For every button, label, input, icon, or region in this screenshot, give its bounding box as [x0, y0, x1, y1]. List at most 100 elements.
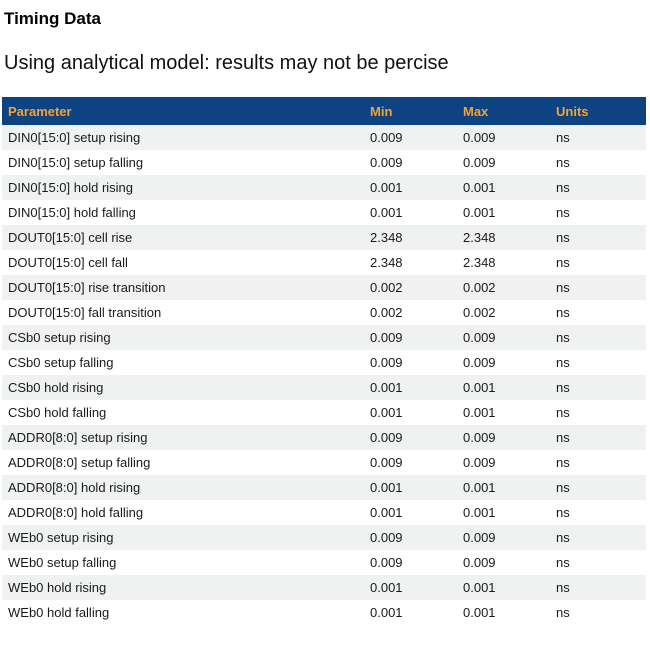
table-row: ADDR0[8:0] hold falling 0.001 0.001 ns	[2, 500, 646, 525]
parameter-cell: WEb0 hold rising	[8, 580, 107, 595]
min-cell: 0.009	[370, 355, 403, 370]
units-cell: ns	[556, 380, 570, 395]
units-cell: ns	[556, 155, 570, 170]
table-row: WEb0 setup falling 0.009 0.009 ns	[2, 550, 646, 575]
units-cell: ns	[556, 205, 570, 220]
max-cell: 0.001	[463, 180, 496, 195]
min-cell: 2.348	[370, 230, 403, 245]
units-cell: ns	[556, 305, 570, 320]
parameter-cell: DOUT0[15:0] fall transition	[8, 305, 162, 320]
max-cell: 0.001	[463, 480, 496, 495]
max-cell: 0.002	[463, 305, 496, 320]
max-cell: 0.009	[463, 155, 496, 170]
min-cell: 0.009	[370, 530, 403, 545]
parameter-cell: DIN0[15:0] setup rising	[8, 130, 141, 145]
min-cell: 0.001	[370, 480, 403, 495]
units-cell: ns	[556, 480, 570, 495]
min-cell: 0.001	[370, 180, 403, 195]
table-row: WEb0 setup rising 0.009 0.009 ns	[2, 525, 646, 550]
parameter-cell: WEb0 hold falling	[8, 605, 110, 620]
units-cell: ns	[556, 180, 570, 195]
parameter-cell: DOUT0[15:0] rise transition	[8, 280, 166, 295]
column-header-parameter: Parameter	[8, 103, 72, 119]
parameter-cell: ADDR0[8:0] setup rising	[8, 430, 148, 445]
max-cell: 0.001	[463, 580, 496, 595]
units-cell: ns	[556, 280, 570, 295]
min-cell: 0.001	[370, 405, 403, 420]
table-row: DOUT0[15:0] cell fall 2.348 2.348 ns	[2, 250, 646, 275]
table-row: ADDR0[8:0] setup rising 0.009 0.009 ns	[2, 425, 646, 450]
table-row: CSb0 setup falling 0.009 0.009 ns	[2, 350, 646, 375]
max-cell: 0.001	[463, 605, 496, 620]
parameter-cell: DOUT0[15:0] cell fall	[8, 255, 128, 270]
max-cell: 0.009	[463, 430, 496, 445]
max-cell: 0.001	[463, 505, 496, 520]
min-cell: 0.009	[370, 555, 403, 570]
column-header-max: Max	[463, 103, 489, 119]
units-cell: ns	[556, 505, 570, 520]
max-cell: 0.009	[463, 355, 496, 370]
units-cell: ns	[556, 555, 570, 570]
parameter-cell: WEb0 setup falling	[8, 555, 117, 570]
max-cell: 0.009	[463, 455, 496, 470]
units-cell: ns	[556, 355, 570, 370]
parameter-cell: DIN0[15:0] setup falling	[8, 155, 144, 170]
units-cell: ns	[556, 130, 570, 145]
column-header-units: Units	[556, 103, 589, 119]
table-row: ADDR0[8:0] setup falling 0.009 0.009 ns	[2, 450, 646, 475]
parameter-cell: CSb0 hold rising	[8, 380, 104, 395]
column-header-min: Min	[370, 103, 393, 119]
units-cell: ns	[556, 405, 570, 420]
table-body: DIN0[15:0] setup rising 0.009 0.009 ns D…	[2, 125, 646, 625]
parameter-cell: DIN0[15:0] hold rising	[8, 180, 134, 195]
table-row: ADDR0[8:0] hold rising 0.001 0.001 ns	[2, 475, 646, 500]
max-cell: 0.001	[463, 205, 496, 220]
min-cell: 0.009	[370, 455, 403, 470]
table-row: DIN0[15:0] setup falling 0.009 0.009 ns	[2, 150, 646, 175]
max-cell: 0.001	[463, 405, 496, 420]
timing-data-table: Parameter Min Max Units DIN0[15:0] setup…	[2, 97, 646, 625]
max-cell: 0.009	[463, 130, 496, 145]
min-cell: 2.348	[370, 255, 403, 270]
min-cell: 0.002	[370, 305, 403, 320]
page-subtitle: Using analytical model: results may not …	[4, 52, 449, 74]
parameter-cell: CSb0 setup rising	[8, 330, 111, 345]
min-cell: 0.001	[370, 505, 403, 520]
min-cell: 0.001	[370, 380, 403, 395]
min-cell: 0.001	[370, 580, 403, 595]
parameter-cell: DOUT0[15:0] cell rise	[8, 230, 133, 245]
min-cell: 0.001	[370, 605, 403, 620]
parameter-cell: ADDR0[8:0] hold rising	[8, 480, 141, 495]
parameter-cell: CSb0 setup falling	[8, 355, 114, 370]
parameter-cell: CSb0 hold falling	[8, 405, 107, 420]
min-cell: 0.009	[370, 155, 403, 170]
units-cell: ns	[556, 455, 570, 470]
max-cell: 0.009	[463, 330, 496, 345]
table-row: DOUT0[15:0] fall transition 0.002 0.002 …	[2, 300, 646, 325]
table-row: DIN0[15:0] hold falling 0.001 0.001 ns	[2, 200, 646, 225]
units-cell: ns	[556, 530, 570, 545]
max-cell: 0.002	[463, 280, 496, 295]
page-title: Timing Data	[4, 9, 101, 28]
table-row: WEb0 hold falling 0.001 0.001 ns	[2, 600, 646, 625]
table-row: CSb0 hold falling 0.001 0.001 ns	[2, 400, 646, 425]
units-cell: ns	[556, 605, 570, 620]
parameter-cell: ADDR0[8:0] setup falling	[8, 455, 151, 470]
units-cell: ns	[556, 580, 570, 595]
units-cell: ns	[556, 330, 570, 345]
units-cell: ns	[556, 430, 570, 445]
units-cell: ns	[556, 255, 570, 270]
units-cell: ns	[556, 230, 570, 245]
table-row: DIN0[15:0] setup rising 0.009 0.009 ns	[2, 125, 646, 150]
table-row: DOUT0[15:0] rise transition 0.002 0.002 …	[2, 275, 646, 300]
min-cell: 0.009	[370, 430, 403, 445]
min-cell: 0.001	[370, 205, 403, 220]
min-cell: 0.002	[370, 280, 403, 295]
max-cell: 0.001	[463, 380, 496, 395]
parameter-cell: ADDR0[8:0] hold falling	[8, 505, 144, 520]
max-cell: 0.009	[463, 555, 496, 570]
table-row: DOUT0[15:0] cell rise 2.348 2.348 ns	[2, 225, 646, 250]
min-cell: 0.009	[370, 130, 403, 145]
max-cell: 2.348	[463, 255, 496, 270]
table-row: CSb0 setup rising 0.009 0.009 ns	[2, 325, 646, 350]
